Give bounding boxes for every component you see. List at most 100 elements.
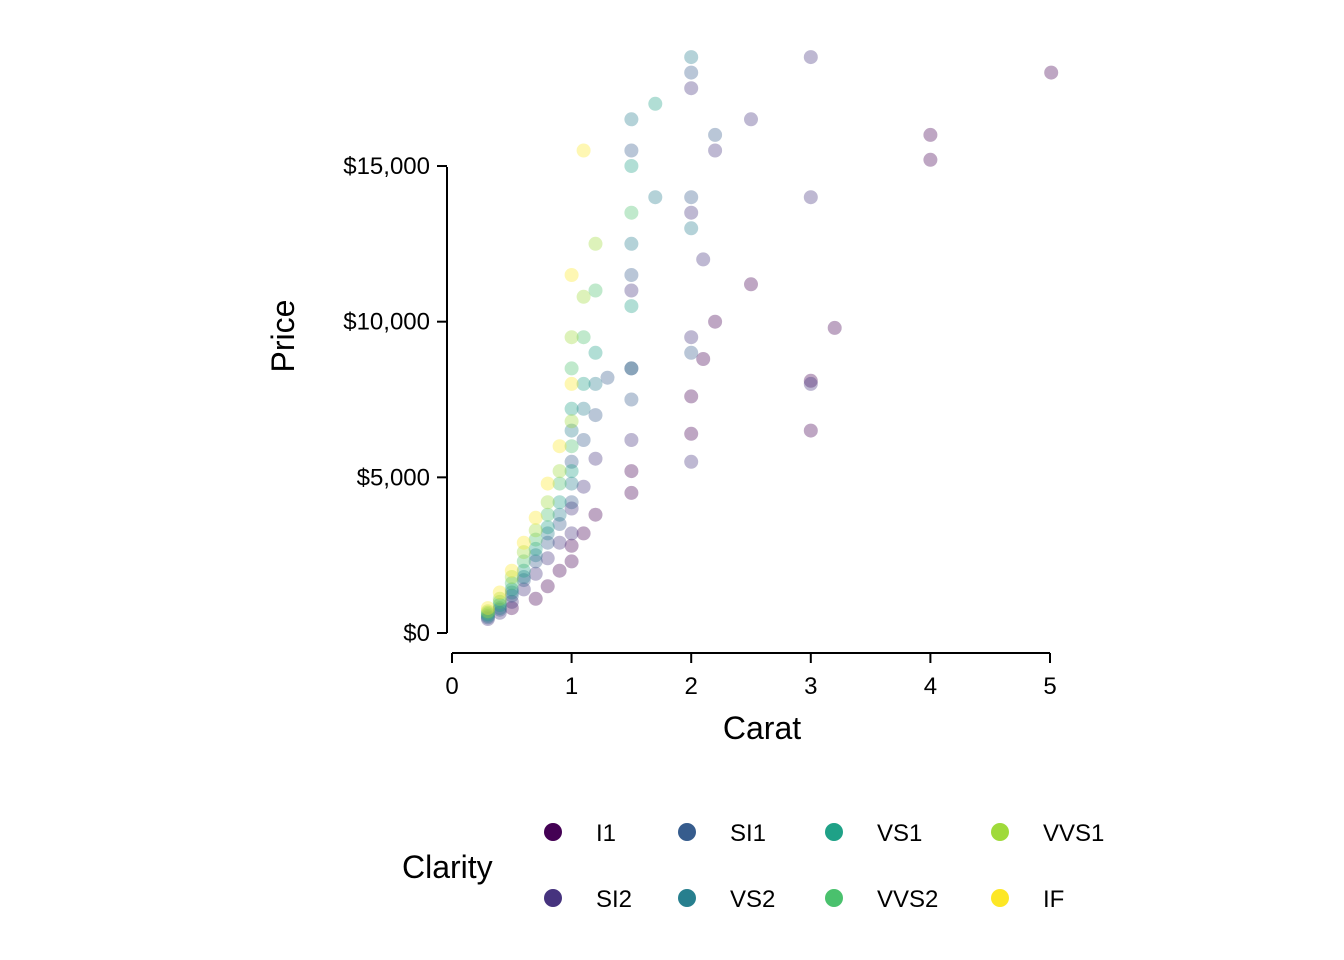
data-point [624,392,639,407]
y-tick-label: $15,000 [343,153,430,180]
data-point [588,507,603,522]
data-point [564,414,579,429]
data-point [1044,65,1059,80]
data-point [516,545,531,560]
legend-item-vvs2: VVS2 [825,886,938,913]
data-point [564,495,579,510]
data-point [648,190,663,205]
data-point [552,439,567,454]
data-point [708,314,723,329]
data-point [504,576,519,591]
data-point [492,591,507,606]
series-vs2 [480,50,699,623]
data-point [600,370,615,385]
data-point [504,588,519,603]
data-point [576,433,591,447]
data-point [803,423,818,438]
data-point [540,476,555,491]
data-point [540,535,555,550]
data-point [624,361,639,376]
data-point [504,585,519,600]
data-point [624,236,639,251]
data-point [624,485,639,500]
data-point [588,283,603,298]
legend-label: SI2 [596,886,632,913]
data-point [564,464,579,479]
data-point [624,361,639,376]
data-point [827,320,842,335]
data-point [504,594,519,609]
legend-label: I1 [596,820,616,847]
data-point [624,464,639,479]
data-point [684,205,699,220]
legend-item-if: IF [991,886,1064,913]
data-point [803,376,818,391]
data-point [492,598,507,612]
x-tick-label: 4 [924,673,937,700]
legend-title: Clarity [402,849,493,885]
data-point [528,523,543,538]
data-point [528,566,543,581]
data-point [684,190,699,205]
data-point [624,299,639,314]
data-point [528,548,543,563]
data-point [648,96,663,111]
x-axis-title: Carat [723,710,801,746]
data-point [552,464,567,479]
y-axis-title: Price [265,300,301,373]
data-point [684,426,699,441]
series-vvs2 [480,205,639,620]
x-tick-label: 5 [1043,673,1056,700]
y-tick-label: $0 [403,620,430,647]
data-point [708,143,723,158]
legend-item-vs2: VS2 [678,886,775,913]
data-point [588,345,603,360]
data-point [480,612,495,626]
data-point [552,495,567,510]
series-i1 [504,65,1059,616]
data-point [480,610,495,625]
data-point [552,563,567,578]
data-point [696,252,711,267]
legend-swatch [991,823,1009,841]
data-point [624,143,639,158]
legend-swatch [678,823,696,841]
y-tick-label: $5,000 [357,464,430,491]
data-point [540,495,555,510]
data-point [528,591,543,606]
data-point [923,127,938,142]
data-point [684,345,699,360]
series-if [480,143,591,616]
data-point [588,236,603,251]
x-tick-label: 2 [685,673,698,700]
data-point [564,330,579,345]
legend-swatch [825,823,843,841]
legend-label: VVS1 [1043,820,1104,847]
data-point [576,143,591,158]
data-point [504,563,519,578]
data-point [516,573,531,588]
data-point [492,601,507,616]
legend: Clarity I1 SI2 SI1 VS2 VS1 VVS2 VVS1 IF [402,820,1104,913]
x-tick-label: 1 [565,673,578,700]
legend-swatch [678,889,696,907]
data-point [504,582,519,597]
data-point [564,401,579,416]
series-vvs1 [480,236,603,619]
data-point [588,451,603,466]
data-point [803,50,818,65]
data-point [564,439,579,454]
data-point [803,373,818,388]
data-point [588,408,603,423]
series-si1 [480,65,723,625]
data-point [552,517,567,531]
data-point [540,507,555,522]
data-point [540,551,555,566]
legend-label: VVS2 [877,886,938,913]
data-point [684,81,699,96]
data-point [923,152,938,167]
y-tick-label: $10,000 [343,309,430,336]
data-point [516,535,531,550]
data-point [480,607,495,622]
